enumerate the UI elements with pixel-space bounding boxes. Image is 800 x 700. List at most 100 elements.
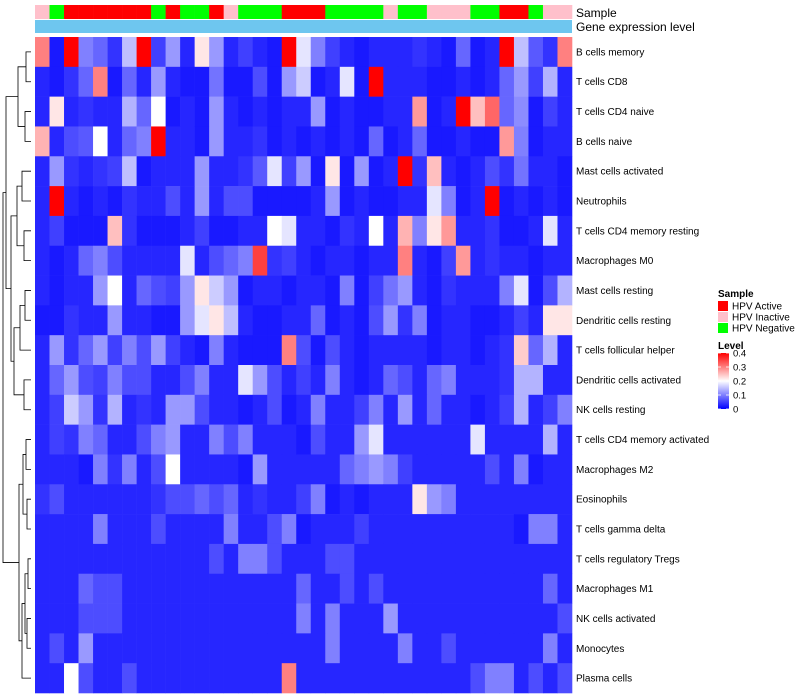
heatmap-cell <box>49 245 65 276</box>
heatmap-cell <box>267 365 283 396</box>
heatmap-cell <box>557 96 573 127</box>
heatmap-cell <box>339 424 355 455</box>
heatmap-cell <box>325 514 341 545</box>
heatmap-cell <box>281 365 297 396</box>
heatmap-cell <box>180 126 195 157</box>
heatmap-cell <box>49 424 65 455</box>
heatmap-cell <box>542 424 558 455</box>
heatmap-cell <box>165 484 181 515</box>
heatmap-cell <box>78 96 94 127</box>
row-label: B cells naive <box>576 137 633 148</box>
heatmap-cell <box>426 186 442 217</box>
heatmap-cell <box>281 335 297 366</box>
heatmap-cell <box>252 275 268 306</box>
heatmap-cell <box>513 96 529 127</box>
level-tick-label: 0.3 <box>733 363 746 374</box>
heatmap-cell <box>122 126 137 157</box>
heatmap-cell <box>151 365 166 396</box>
heatmap-cell <box>310 484 326 515</box>
heatmap-cell <box>223 305 239 336</box>
heatmap-cell <box>383 305 399 336</box>
heatmap-cell <box>281 66 297 97</box>
heatmap-cell <box>397 543 413 575</box>
heatmap-cell <box>107 126 123 157</box>
heatmap-cell <box>165 603 181 634</box>
heatmap-cell <box>122 633 137 664</box>
heatmap-cell <box>151 305 166 336</box>
sample-cell <box>107 5 123 19</box>
heatmap-cell <box>136 37 152 68</box>
heatmap-cell <box>368 603 384 634</box>
heatmap-cell <box>455 126 471 157</box>
heatmap-cell <box>557 335 573 366</box>
heatmap-cell <box>412 66 428 97</box>
heatmap-cell <box>35 543 50 575</box>
heatmap-cell <box>542 96 558 127</box>
heatmap-cell <box>35 335 50 366</box>
heatmap-cell <box>296 126 312 157</box>
heatmap-cell <box>354 454 370 485</box>
heatmap-cell <box>165 543 181 575</box>
heatmap-cell <box>64 603 79 634</box>
heatmap-cell <box>223 126 239 157</box>
heatmap-cell <box>339 156 355 187</box>
heatmap-cell <box>354 514 370 545</box>
heatmap-cell <box>238 335 254 366</box>
heatmap-cell <box>35 66 50 97</box>
heatmap-cell <box>223 37 239 68</box>
heatmap-cell <box>194 424 210 455</box>
heatmap-cell <box>267 663 283 694</box>
heatmap-cell <box>35 484 50 515</box>
heatmap-cell <box>180 37 195 68</box>
heatmap-cell <box>412 514 428 545</box>
heatmap-cell <box>383 156 399 187</box>
heatmap-cell <box>151 633 166 664</box>
heatmap-cell <box>107 365 123 396</box>
heatmap-cell <box>513 484 529 515</box>
heatmap-cell <box>238 663 254 694</box>
heatmap-cell <box>238 484 254 515</box>
heatmap-cell <box>194 514 210 545</box>
heatmap-cell <box>499 66 515 97</box>
heatmap-cell <box>180 245 195 276</box>
sample-cell <box>209 5 224 19</box>
heatmap-cell <box>252 633 268 664</box>
heatmap-cell <box>310 305 326 336</box>
heatmap-cell <box>281 514 297 545</box>
heatmap-cell <box>267 394 283 425</box>
heatmap-cell <box>93 573 108 604</box>
heatmap-cell <box>557 514 573 545</box>
heatmap-cell <box>223 96 239 127</box>
heatmap-cell <box>209 543 224 575</box>
heatmap-cell <box>528 37 544 68</box>
heatmap-cell <box>93 365 108 396</box>
heatmap-cell <box>310 633 326 664</box>
row-label: T cells CD4 memory resting <box>576 226 699 237</box>
heatmap-cell <box>238 365 254 396</box>
heatmap-cell <box>557 126 573 157</box>
heatmap-cell <box>412 365 428 396</box>
heatmap-cell <box>513 66 529 97</box>
heatmap-cell <box>368 514 384 545</box>
sample-legend-label: HPV Active <box>732 302 782 313</box>
heatmap-cell <box>107 603 123 634</box>
heatmap-cell <box>122 186 137 217</box>
heatmap-cell <box>310 543 326 575</box>
heatmap-cell <box>310 394 326 425</box>
heatmap-cell <box>441 126 457 157</box>
heatmap-cell <box>296 305 312 336</box>
heatmap-cell <box>267 245 283 276</box>
heatmap-cell <box>49 66 65 97</box>
heatmap-cell <box>223 633 239 664</box>
sample-cell <box>64 5 79 19</box>
heatmap-cell <box>194 215 210 247</box>
heatmap-cell <box>93 66 108 97</box>
heatmap-cell <box>49 186 65 217</box>
heatmap-cell <box>136 514 152 545</box>
sample-cell <box>194 5 210 19</box>
heatmap-cell <box>528 305 544 336</box>
heatmap-cell <box>368 96 384 127</box>
heatmap-cell <box>310 126 326 157</box>
heatmap-cell <box>122 335 137 366</box>
heatmap-cell <box>151 603 166 634</box>
